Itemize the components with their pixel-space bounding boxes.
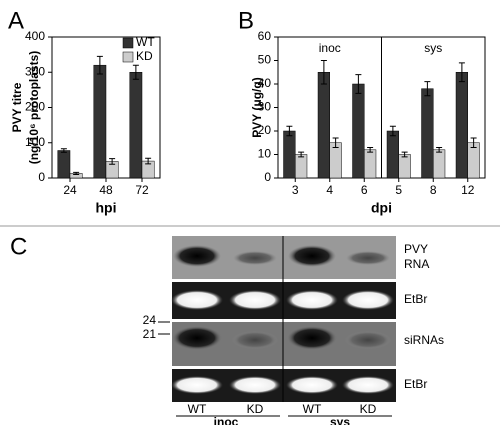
row-label: RNA <box>404 257 429 271</box>
y-tick-label: 0 <box>38 170 45 184</box>
x-tick-label: 24 <box>63 183 77 197</box>
band <box>286 290 338 310</box>
legend-label: KD <box>136 49 153 63</box>
bar <box>57 150 71 179</box>
y-axis-label: PVY (μg/g) <box>250 77 264 137</box>
panel-letter: C <box>10 233 27 260</box>
error-bar <box>73 171 80 175</box>
error-bar <box>424 81 431 97</box>
x-tick-label: 5 <box>395 183 402 197</box>
error-bar <box>332 137 339 148</box>
band <box>229 290 281 310</box>
group-label: sys <box>330 415 350 425</box>
lane-label: KD <box>360 402 377 416</box>
band <box>286 376 338 394</box>
panel-letter: B <box>238 7 254 34</box>
bar <box>433 149 446 179</box>
error-bar <box>355 74 362 94</box>
y-tick-label: 10 <box>258 147 272 161</box>
row-label: EtBr <box>404 292 427 306</box>
error-bar <box>436 146 443 153</box>
bar <box>129 72 143 179</box>
row-label: EtBr <box>404 377 427 391</box>
band <box>345 331 391 349</box>
x-axis-label: hpi <box>96 200 117 216</box>
bar <box>455 72 468 179</box>
bar <box>352 83 365 179</box>
error-bar <box>60 148 67 153</box>
error-bar <box>298 151 305 158</box>
lane-label: WT <box>303 402 322 416</box>
x-tick-label: 12 <box>461 183 475 197</box>
error-bar <box>320 60 327 85</box>
band <box>288 245 336 267</box>
band <box>233 251 277 265</box>
lane-label: KD <box>247 402 264 416</box>
band <box>172 326 222 350</box>
band <box>171 290 223 310</box>
x-axis-label: dpi <box>371 200 392 216</box>
band <box>342 290 394 310</box>
bar <box>295 154 308 179</box>
error-bar <box>458 62 465 83</box>
group-label: inoc <box>319 41 341 55</box>
band <box>342 376 394 394</box>
bar <box>329 142 342 179</box>
band <box>171 376 223 394</box>
bar <box>317 72 330 179</box>
size-marker: 24 <box>143 313 157 327</box>
legend-swatch <box>122 51 134 63</box>
y-tick-label: 20 <box>258 123 272 137</box>
band <box>229 376 281 394</box>
bar <box>398 154 411 179</box>
bar <box>467 142 480 179</box>
bar <box>283 130 296 179</box>
row-label: PVY <box>404 242 428 256</box>
error-bar <box>389 125 396 137</box>
error-bar <box>470 137 477 148</box>
error-bar <box>145 157 152 165</box>
group-label: inoc <box>214 415 239 425</box>
x-tick-label: 4 <box>326 183 333 197</box>
lane-label: WT <box>188 402 207 416</box>
bar <box>93 64 107 179</box>
bar <box>386 130 399 179</box>
x-tick-label: 72 <box>135 183 149 197</box>
y-axis-label: PVY titre <box>10 82 24 132</box>
x-tick-label: 48 <box>99 183 113 197</box>
bar <box>421 88 434 179</box>
error-bar <box>96 55 103 75</box>
bar <box>364 149 377 179</box>
band <box>287 326 337 350</box>
error-bar <box>367 146 374 153</box>
error-bar <box>132 64 139 80</box>
y-tick-label: 400 <box>25 29 45 43</box>
panel-letter: A <box>8 7 24 34</box>
y-tick-label: 100 <box>25 135 45 149</box>
y-axis-label: (ng/10⁶ protoplasts) <box>27 51 41 165</box>
band <box>232 331 278 349</box>
y-tick-label: 0 <box>264 170 271 184</box>
legend-swatch <box>122 37 134 49</box>
y-tick-label: 300 <box>25 64 45 78</box>
band <box>173 245 221 267</box>
y-tick-label: 40 <box>258 76 272 90</box>
error-bar <box>401 151 408 158</box>
x-tick-label: 3 <box>292 183 299 197</box>
x-tick-label: 8 <box>430 183 437 197</box>
y-tick-label: 50 <box>258 53 272 67</box>
gel: 24 21 PVY RNA EtBr siRNAs EtBr WT KD WT … <box>10 233 444 425</box>
band <box>346 251 390 265</box>
group-label: sys <box>424 41 442 55</box>
legend-label: WT <box>136 35 155 49</box>
x-tick-label: 6 <box>361 183 368 197</box>
error-bar <box>286 125 293 137</box>
y-tick-label: 60 <box>258 29 272 43</box>
y-tick-label: 200 <box>25 100 45 114</box>
y-tick-label: 30 <box>258 100 272 114</box>
row-label: siRNAs <box>404 333 444 347</box>
size-marker: 21 <box>143 327 157 341</box>
error-bar <box>109 158 116 165</box>
